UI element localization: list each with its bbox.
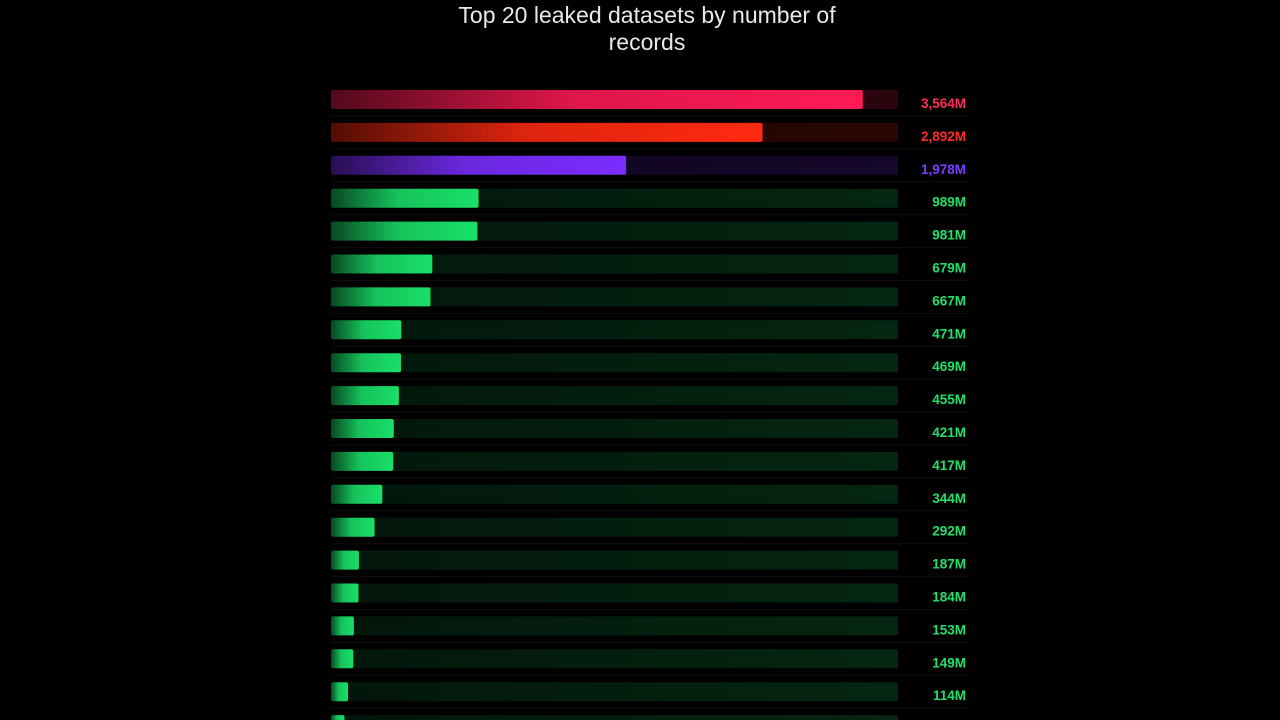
value-label: 292M xyxy=(932,524,966,539)
value-label: 667M xyxy=(932,293,966,308)
value-label: 1,978M xyxy=(921,162,966,177)
bar xyxy=(331,221,478,241)
value-label: 421M xyxy=(932,425,966,440)
value-label: 989M xyxy=(932,195,966,210)
bar-track xyxy=(331,550,898,570)
bar-track xyxy=(331,715,898,720)
value-label: 981M xyxy=(932,228,966,243)
bar xyxy=(331,155,627,175)
bar-track xyxy=(331,583,898,603)
bar-track xyxy=(331,484,898,504)
bar xyxy=(331,287,431,307)
bar-track xyxy=(331,649,898,669)
bar xyxy=(331,188,479,208)
bar xyxy=(331,320,402,340)
bar-track xyxy=(331,254,898,274)
bar-track xyxy=(331,320,898,340)
bar xyxy=(331,649,354,669)
bar-track xyxy=(331,616,898,636)
value-label: 184M xyxy=(932,590,966,605)
bar-track xyxy=(331,353,898,373)
bar xyxy=(331,353,401,373)
bar xyxy=(331,90,863,109)
bar xyxy=(331,517,375,537)
bar xyxy=(331,254,433,274)
bar xyxy=(331,122,763,142)
value-label: 187M xyxy=(932,557,966,572)
bar-track xyxy=(331,287,898,307)
value-label: 2,892M xyxy=(921,129,966,144)
value-label: 153M xyxy=(932,622,966,637)
bar xyxy=(331,616,354,636)
value-label: 114M xyxy=(933,688,966,703)
value-label: 679M xyxy=(932,261,966,276)
value-label: 471M xyxy=(932,326,966,341)
bar xyxy=(331,682,349,702)
bar xyxy=(331,715,345,720)
value-label: 149M xyxy=(932,655,966,670)
value-label: 469M xyxy=(932,359,966,374)
bar xyxy=(331,386,399,406)
bar xyxy=(331,419,394,438)
bar xyxy=(331,451,394,471)
bar-track xyxy=(331,386,898,406)
value-label: 3,564M xyxy=(921,96,966,111)
bar xyxy=(331,550,359,570)
bar xyxy=(331,583,359,603)
bar-track xyxy=(331,419,898,438)
value-label: 455M xyxy=(932,392,966,407)
bar xyxy=(331,484,383,504)
value-label: 417M xyxy=(932,458,966,473)
bar-track xyxy=(331,451,898,471)
value-label: 344M xyxy=(932,491,966,506)
chart-title: Top 20 leaked datasets by number of reco… xyxy=(458,2,836,55)
bar-track xyxy=(331,682,898,702)
bar-track xyxy=(331,517,898,537)
